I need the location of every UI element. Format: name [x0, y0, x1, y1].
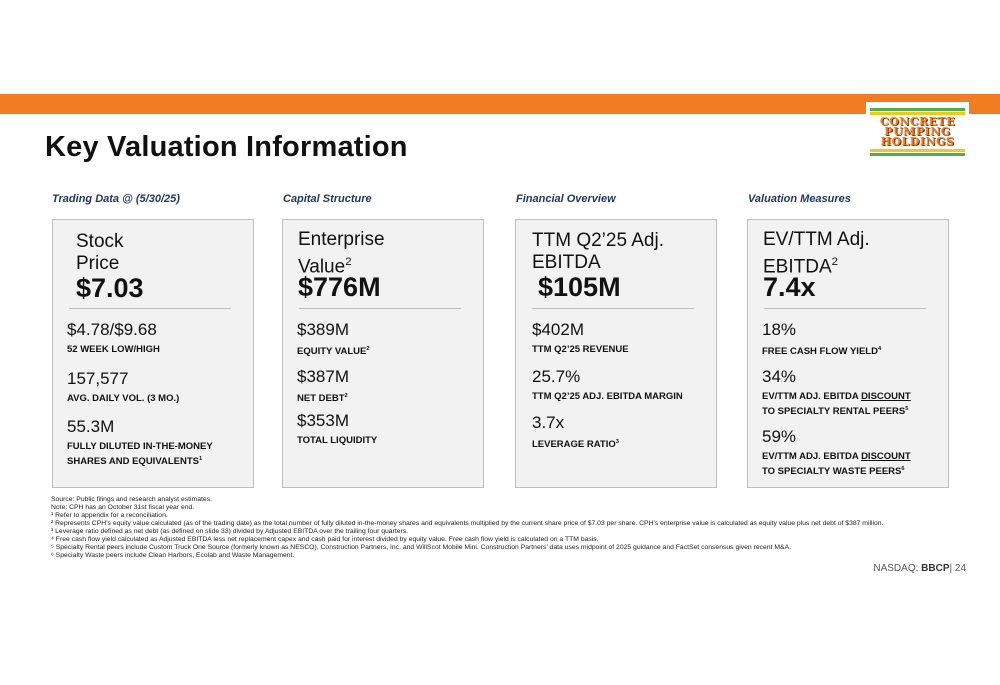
page-number: NASDAQ: BBCP| 24 [873, 563, 966, 574]
divider [764, 308, 926, 309]
card-capital-structure: Enterprise Value2 $776M $389M EQUITY VAL… [282, 219, 484, 488]
metric-equity-value: $389M EQUITY VALUE2 [297, 320, 370, 358]
card-financial-overview: TTM Q2’25 Adj. EBITDA $105M $402M TTM Q2… [515, 219, 717, 488]
page-title: Key Valuation Information [45, 131, 408, 163]
divider [532, 308, 694, 309]
company-logo: CONCRETE PUMPING HOLDINGS [866, 102, 969, 162]
footnote-5: ⁵ Specialty Rental peers include Custom … [51, 544, 791, 551]
ebitda-value: $105M [538, 272, 621, 302]
metric-leverage-ratio: 3.7x LEVERAGE RATIO3 [532, 413, 619, 451]
header-accent-bar [0, 94, 1000, 114]
metric-rental-discount: 34% EV/TTM ADJ. EBITDA DISCOUNT TO SPECI… [762, 367, 911, 418]
card-trading-data: Stock Price $7.03 $4.78/$9.68 52 WEEK LO… [52, 219, 254, 488]
metric-diluted-shares: 55.3M FULLY DILUTED IN-THE-MONEY SHARES … [67, 417, 213, 468]
card-header: EV/TTM Adj. EBITDA2 [763, 229, 870, 278]
metric-fcf-yield: 18% FREE CASH FLOW YIELD4 [762, 320, 882, 358]
section-label-capital: Capital Structure [283, 193, 372, 205]
divider [299, 308, 461, 309]
stock-price-value: $7.03 [76, 273, 144, 303]
ev-ebitda-multiple: 7.4x [763, 272, 816, 302]
section-label-trading: Trading Data @ (5/30/25) [52, 193, 180, 205]
footnote-source: Source: Public filings and research anal… [51, 496, 212, 503]
card-header: Stock Price [76, 231, 124, 274]
footnote-1: ¹ Refer to appendix for a reconciliation… [51, 512, 168, 519]
metric-revenue: $402M TTM Q2’25 REVENUE [532, 320, 629, 355]
enterprise-value: $776M [298, 272, 381, 302]
card-header: TTM Q2’25 Adj. EBITDA [532, 230, 664, 273]
metric-waste-discount: 59% EV/TTM ADJ. EBITDA DISCOUNT TO SPECI… [762, 427, 911, 478]
metric-52week: $4.78/$9.68 52 WEEK LOW/HIGH [67, 320, 160, 355]
section-label-valuation: Valuation Measures [748, 193, 851, 205]
footnote-6: ⁶ Specialty Waste peers include Clean Ha… [51, 552, 295, 559]
footnote-note: Note: CPH has an October 31st fiscal yea… [51, 504, 195, 511]
metric-net-debt: $387M NET DEBT2 [297, 367, 349, 405]
metric-ebitda-margin: 25.7% TTM Q2’25 ADJ. EBITDA MARGIN [532, 367, 683, 402]
footnotes: Source: Public filings and research anal… [51, 496, 966, 560]
section-label-financial: Financial Overview [516, 193, 616, 205]
card-header: Enterprise Value2 [298, 229, 385, 278]
metric-total-liquidity: $353M TOTAL LIQUIDITY [297, 411, 378, 446]
footnote-3: ³ Leverage ratio defined as net debt (as… [51, 528, 409, 535]
metric-avg-volume: 157,577 AVG. DAILY VOL. (3 MO.) [67, 369, 180, 404]
card-valuation-measures: EV/TTM Adj. EBITDA2 7.4x 18% FREE CASH F… [747, 219, 949, 488]
divider [69, 308, 231, 309]
footnote-2: ² Represents CPH’s equity value calculat… [51, 520, 884, 527]
footnote-4: ⁴ Free cash flow yield calculated as Adj… [51, 536, 599, 543]
